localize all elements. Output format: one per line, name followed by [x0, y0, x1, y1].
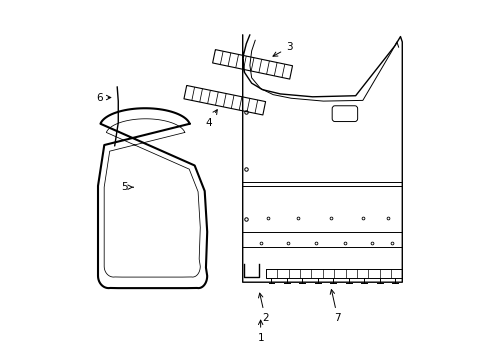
Text: 6: 6 [96, 93, 111, 103]
Text: 3: 3 [272, 42, 292, 56]
Text: 1: 1 [257, 320, 264, 343]
Text: 2: 2 [258, 293, 268, 323]
Text: 7: 7 [329, 289, 340, 323]
Text: 5: 5 [121, 182, 133, 192]
Text: 4: 4 [205, 110, 217, 128]
